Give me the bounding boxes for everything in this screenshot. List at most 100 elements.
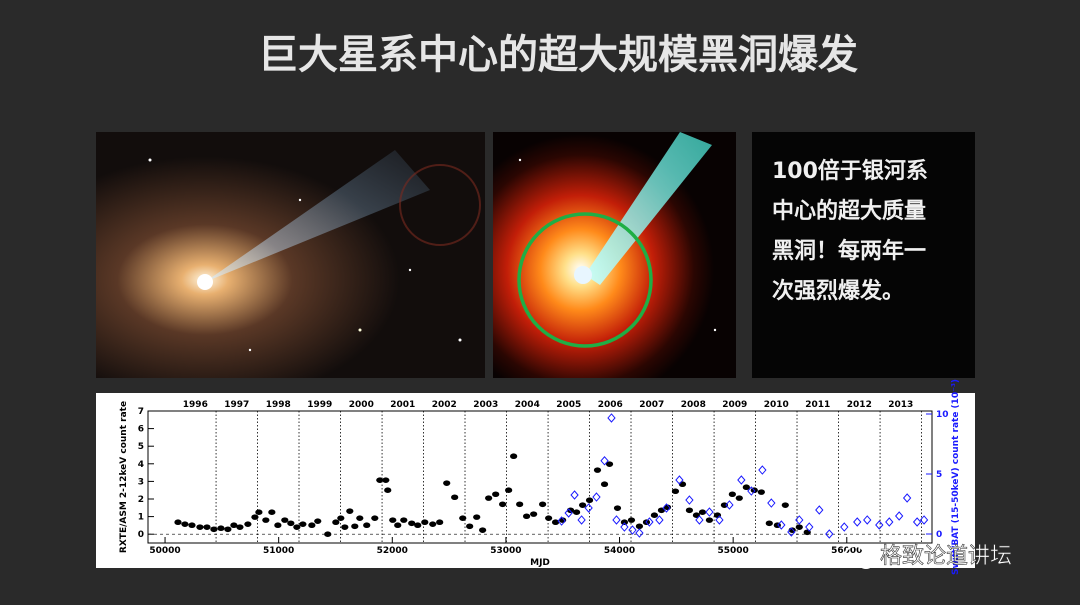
point	[585, 497, 594, 504]
point	[485, 495, 493, 501]
point	[363, 522, 371, 529]
x-axis-label: MJD	[530, 558, 550, 568]
y-tick-label: 2	[138, 495, 144, 505]
point	[671, 488, 680, 495]
point	[635, 523, 644, 530]
x-tick-label: 51000	[263, 546, 294, 556]
point	[635, 528, 644, 538]
year-label: 2010	[764, 400, 789, 410]
description-line: 100倍于银河系	[772, 158, 928, 184]
text-panel	[752, 132, 975, 378]
point	[570, 490, 579, 500]
point	[875, 520, 884, 530]
point	[196, 524, 204, 530]
point	[230, 522, 238, 529]
point	[244, 521, 252, 527]
point	[650, 512, 659, 518]
point	[919, 515, 929, 525]
year-label: 2009	[722, 400, 747, 410]
y-tick-label: 4	[138, 460, 144, 470]
point	[613, 505, 622, 511]
description-line: 中心的超大质量	[772, 198, 926, 224]
point	[324, 531, 332, 537]
point	[593, 467, 602, 473]
point	[912, 517, 922, 527]
point	[551, 519, 560, 526]
point	[236, 524, 244, 530]
y-tick-label: 6	[138, 425, 144, 435]
point	[840, 522, 849, 532]
point	[346, 508, 354, 514]
point	[678, 481, 687, 488]
point	[505, 487, 513, 494]
year-label: 2004	[515, 400, 540, 410]
point	[443, 480, 451, 486]
galaxy-image	[96, 132, 485, 378]
point	[885, 517, 894, 527]
point	[655, 515, 664, 525]
year-label: 2000	[349, 400, 374, 410]
point	[262, 517, 270, 523]
point	[557, 516, 566, 526]
point	[376, 477, 384, 483]
year-label: 2007	[639, 400, 664, 410]
point	[299, 521, 307, 527]
y2-tick-label: 10	[936, 410, 949, 420]
point	[715, 515, 724, 525]
point	[293, 524, 301, 530]
point	[281, 517, 289, 523]
point	[414, 522, 422, 529]
point	[564, 508, 573, 518]
point	[473, 514, 481, 520]
point	[371, 515, 379, 521]
point	[274, 522, 282, 529]
point	[695, 515, 704, 525]
year-label: 2003	[473, 400, 498, 410]
point	[400, 517, 408, 523]
point	[499, 501, 507, 508]
point	[287, 520, 295, 527]
y-tick-label: 3	[138, 477, 144, 487]
year-label: 2008	[681, 400, 706, 410]
point	[492, 491, 500, 498]
y-tick-label: 0	[138, 530, 144, 540]
point	[356, 515, 364, 521]
x-tick-label: 54000	[604, 546, 635, 556]
point	[479, 527, 487, 533]
point	[389, 517, 397, 523]
x-tick-label: 52000	[377, 546, 408, 556]
description-line: 黑洞！每两年一	[772, 238, 926, 264]
point	[777, 520, 786, 530]
point	[174, 519, 182, 526]
point	[787, 527, 796, 537]
year-label: 2001	[390, 400, 415, 410]
point	[894, 511, 904, 521]
slide-title: 巨大星系中心的超大规模黑洞爆发	[258, 32, 858, 78]
year-label: 2012	[847, 400, 872, 410]
watermark: 格致论道讲坛	[844, 544, 1012, 569]
x-tick-label: 50000	[149, 546, 180, 556]
x-tick-label: 53000	[490, 546, 521, 556]
point	[384, 487, 392, 494]
year-label: 1996	[183, 400, 208, 410]
point	[337, 515, 345, 521]
point	[251, 514, 259, 520]
year-label: 2011	[805, 400, 830, 410]
point	[720, 502, 729, 508]
point	[805, 522, 814, 532]
point	[902, 493, 912, 503]
point	[522, 513, 531, 520]
point	[255, 509, 263, 515]
year-label: 2002	[432, 400, 457, 410]
y2-tick-label: 0	[936, 530, 942, 540]
point	[579, 502, 587, 508]
point	[675, 475, 684, 485]
year-label: 2005	[556, 400, 581, 410]
y2-tick-label: 5	[936, 470, 942, 480]
point	[781, 502, 789, 508]
point	[705, 507, 714, 517]
point	[698, 509, 707, 515]
point	[217, 525, 225, 532]
